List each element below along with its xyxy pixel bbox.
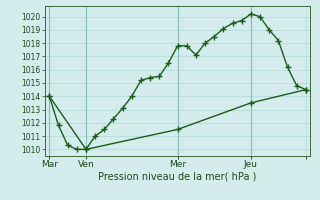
X-axis label: Pression niveau de la mer( hPa ): Pression niveau de la mer( hPa ) xyxy=(99,172,257,182)
